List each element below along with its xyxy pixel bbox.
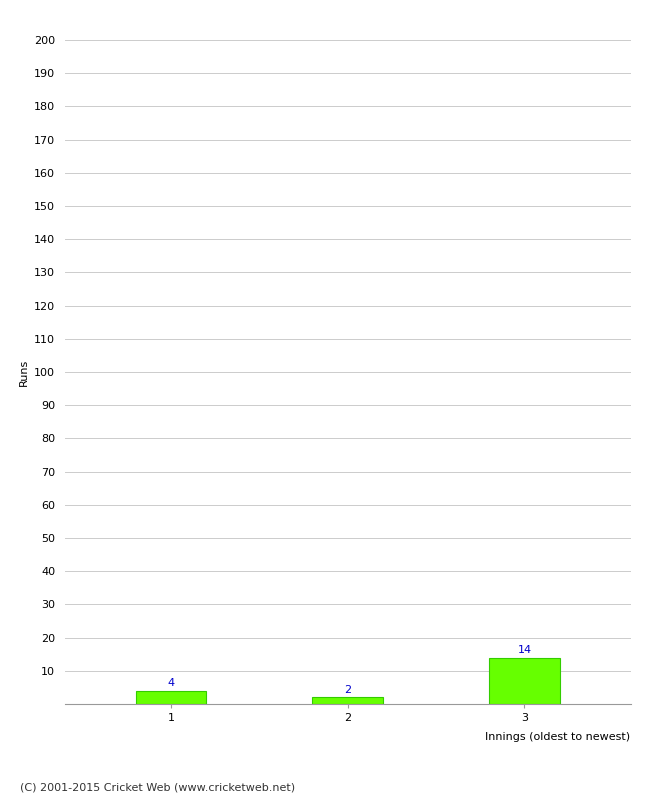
Y-axis label: Runs: Runs [19, 358, 29, 386]
Bar [313, 698, 383, 704]
Text: (C) 2001-2015 Cricket Web (www.cricketweb.net): (C) 2001-2015 Cricket Web (www.cricketwe… [20, 782, 294, 792]
Text: Innings (oldest to newest): Innings (oldest to newest) [486, 732, 630, 742]
Text: 2: 2 [344, 685, 351, 694]
Bar [136, 690, 207, 704]
Text: 14: 14 [517, 645, 532, 655]
Bar [489, 658, 560, 704]
Text: 4: 4 [168, 678, 175, 688]
